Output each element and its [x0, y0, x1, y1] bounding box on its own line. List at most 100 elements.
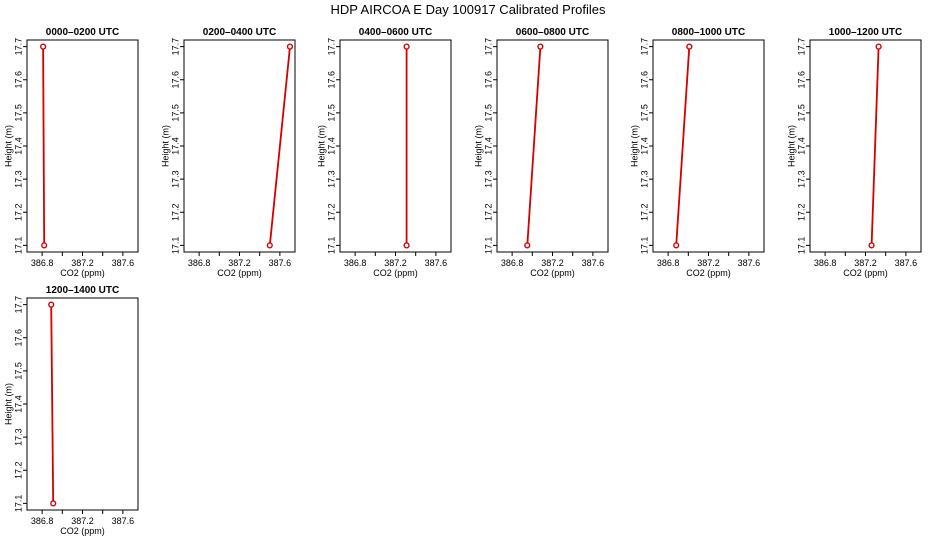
y-tick-label: 17.6 — [170, 71, 180, 89]
y-tick-label: 17.3 — [170, 170, 180, 188]
x-axis-label: CO2 (ppm) — [686, 268, 731, 278]
y-tick-label: 17.5 — [639, 104, 649, 122]
y-tick-label: 17.7 — [639, 38, 649, 56]
data-point-1 — [868, 242, 875, 249]
y-tick-label: 17.1 — [326, 237, 336, 255]
x-axis-label: CO2 (ppm) — [217, 268, 262, 278]
y-tick-label: 17.2 — [483, 203, 493, 221]
panel-title: 0800–1000 UTC — [672, 27, 745, 38]
data-point-2 — [875, 43, 882, 50]
x-tick-label: 386.8 — [501, 258, 524, 268]
y-tick-label: 17.5 — [170, 104, 180, 122]
panel-title: 0200–0400 UTC — [203, 27, 276, 38]
y-axis-label: Height (m) — [629, 125, 639, 167]
profile-line — [870, 46, 880, 246]
x-tick-label: 387.6 — [112, 258, 135, 268]
y-tick-label: 17.4 — [13, 137, 23, 155]
y-axis-label: Height (m) — [316, 125, 326, 167]
plot-frame — [339, 39, 452, 253]
panel-6: 1000–1200 UTC 386.8 387.2 387.6 17.1 17.2 17.3… — [786, 27, 922, 278]
x-tick-label: 386.8 — [188, 258, 211, 268]
y-tick-label: 17.3 — [326, 170, 336, 188]
y-tick-label: 17.1 — [13, 495, 23, 513]
panel-2: 0200–0400 UTC 386.8 387.2 387.6 17.1 17.2 17.3… — [160, 27, 296, 278]
y-tick-label: 17.7 — [13, 296, 23, 314]
y-tick-label: 17.1 — [639, 237, 649, 255]
data-point-1 — [41, 242, 48, 249]
y-tick-label: 17.5 — [326, 104, 336, 122]
y-tick-label: 17.5 — [796, 104, 806, 122]
x-tick-label: 387.6 — [895, 258, 918, 268]
panel-title: 0600–0800 UTC — [516, 27, 589, 38]
y-tick-label: 17.1 — [483, 237, 493, 255]
y-tick-label: 17.2 — [13, 203, 23, 221]
y-tick-label: 17.4 — [170, 137, 180, 155]
y-tick-label: 17.7 — [326, 38, 336, 56]
panel-4: 0600–0800 UTC 386.8 387.2 387.6 17.1 17.2 17.3… — [473, 27, 609, 278]
y-tick-label: 17.6 — [639, 71, 649, 89]
data-point-2 — [403, 43, 410, 50]
y-tick-label: 17.4 — [483, 137, 493, 155]
y-axis-label: Height (m) — [160, 125, 170, 167]
y-tick-label: 17.5 — [13, 104, 23, 122]
panel-5: 0800–1000 UTC 386.8 387.2 387.6 17.1 17.2 17.3… — [629, 27, 765, 278]
panel-title: 0400–0600 UTC — [359, 27, 432, 38]
y-tick-label: 17.3 — [13, 428, 23, 446]
y-tick-label: 17.7 — [170, 38, 180, 56]
plot-frame — [183, 39, 296, 253]
x-axis-label: CO2 (ppm) — [60, 526, 105, 536]
x-axis-label: CO2 (ppm) — [373, 268, 418, 278]
y-tick-label: 17.2 — [796, 203, 806, 221]
data-point-2 — [48, 301, 55, 308]
profile-line — [675, 46, 691, 246]
y-tick-label: 17.3 — [639, 170, 649, 188]
y-tick-label: 17.4 — [13, 395, 23, 413]
x-tick-label: 387.2 — [384, 258, 407, 268]
data-point-2 — [686, 43, 693, 50]
y-tick-label: 17.3 — [796, 170, 806, 188]
y-tick-label: 17.1 — [796, 237, 806, 255]
y-tick-label: 17.4 — [796, 137, 806, 155]
y-tick-label: 17.3 — [13, 170, 23, 188]
panel-title: 1000–1200 UTC — [829, 27, 902, 38]
panel-title: 1200–1400 UTC — [46, 285, 119, 296]
data-point-1 — [50, 500, 57, 507]
x-axis-label: CO2 (ppm) — [530, 268, 575, 278]
plot-frame — [652, 39, 765, 253]
x-tick-label: 386.8 — [814, 258, 837, 268]
y-axis-label: Height (m) — [786, 125, 796, 167]
y-tick-label: 17.6 — [483, 71, 493, 89]
x-tick-label: 387.6 — [425, 258, 448, 268]
y-tick-label: 17.4 — [639, 137, 649, 155]
x-tick-label: 387.2 — [854, 258, 877, 268]
data-point-1 — [403, 242, 410, 249]
data-point-2 — [286, 43, 294, 50]
y-tick-label: 17.2 — [326, 203, 336, 221]
y-tick-label: 17.2 — [170, 203, 180, 221]
data-point-1 — [524, 242, 531, 249]
x-tick-label: 387.6 — [582, 258, 605, 268]
y-tick-label: 17.6 — [13, 329, 23, 347]
x-tick-label: 386.8 — [31, 258, 54, 268]
panel-title: 0000–0200 UTC — [46, 27, 119, 38]
y-axis-label: Height (m) — [3, 125, 13, 167]
y-axis-label: Height (m) — [3, 383, 13, 425]
x-tick-label: 387.2 — [541, 258, 564, 268]
plot-frame — [496, 39, 609, 253]
x-tick-label: 387.6 — [269, 258, 292, 268]
y-tick-label: 17.2 — [639, 203, 649, 221]
x-tick-label: 387.2 — [71, 516, 94, 526]
plot-frame — [809, 39, 922, 253]
y-tick-label: 17.5 — [483, 104, 493, 122]
panel-3: 0400–0600 UTC 386.8 387.2 387.6 17.1 17.2 17.3… — [316, 27, 452, 278]
x-axis-label: CO2 (ppm) — [60, 268, 105, 278]
data-point-1 — [266, 242, 273, 249]
x-tick-label: 387.6 — [112, 516, 135, 526]
profile-line — [268, 46, 291, 246]
main-title: HDP AIRCOA E Day 100917 Calibrated Profi… — [330, 2, 606, 17]
y-tick-label: 17.6 — [326, 71, 336, 89]
x-tick-label: 387.2 — [697, 258, 720, 268]
data-point-1 — [673, 242, 680, 249]
x-tick-label: 387.2 — [71, 258, 94, 268]
